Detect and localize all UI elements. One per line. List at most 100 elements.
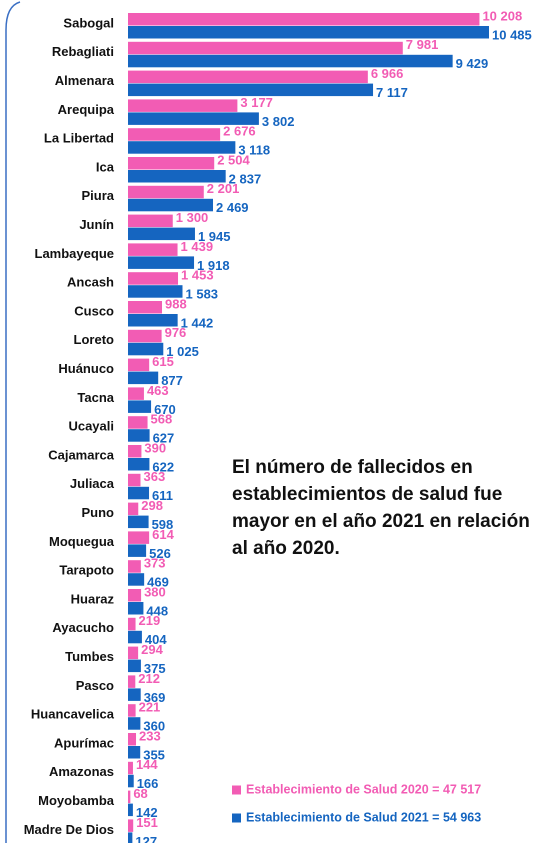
value-label: 3 118 (238, 143, 270, 158)
category-label: Ucayali (68, 419, 114, 434)
value-label: 526 (149, 546, 171, 561)
bar (128, 198, 214, 212)
value-label: 877 (161, 373, 183, 388)
value-label: 1 300 (176, 210, 209, 225)
value-label: 448 (146, 603, 168, 618)
category-label: Pasco (76, 678, 114, 693)
category-label: Apurímac (54, 735, 114, 750)
value-label: 1 945 (198, 229, 231, 244)
value-label: 2 201 (207, 181, 240, 196)
value-label: 2 676 (223, 124, 256, 139)
bar (128, 429, 150, 442)
value-label: 375 (144, 661, 166, 676)
bar (128, 26, 489, 39)
bar (128, 285, 183, 298)
value-label: 1 453 (181, 268, 214, 283)
bar (128, 227, 195, 241)
category-label: Huancavelica (31, 707, 115, 722)
value-label: 68 (133, 786, 147, 801)
bar (128, 458, 150, 471)
value-label: 404 (145, 632, 167, 647)
value-label: 469 (147, 575, 169, 590)
value-label: 10 208 (482, 8, 522, 23)
bar (128, 560, 141, 573)
value-label: 363 (143, 469, 165, 484)
category-label: Sabogal (63, 15, 114, 30)
value-label: 9 429 (456, 56, 489, 71)
category-label: Tacna (77, 390, 114, 405)
category-label: La Libertad (44, 131, 114, 146)
bar (128, 342, 164, 356)
value-label: 1 442 (181, 315, 214, 330)
value-label: 2 504 (217, 152, 250, 167)
bar (128, 214, 173, 228)
bar (128, 99, 238, 112)
bar (128, 704, 136, 717)
category-label: Moyobamba (38, 793, 115, 808)
bar (128, 774, 134, 788)
value-label: 3 802 (262, 114, 295, 129)
bar (128, 675, 136, 688)
value-label: 611 (152, 488, 173, 503)
category-label: Huaraz (71, 591, 115, 606)
value-label: 127 (135, 834, 157, 843)
category-label: Puno (82, 505, 115, 520)
value-label: 144 (136, 757, 158, 772)
bar (128, 819, 134, 832)
category-label: Ica (96, 159, 115, 174)
value-label: 221 (139, 700, 161, 715)
value-label: 1 439 (181, 239, 214, 254)
value-label: 670 (154, 402, 176, 417)
category-label: Cajamarca (48, 447, 115, 462)
value-label: 298 (141, 498, 163, 513)
value-label: 3 177 (240, 95, 273, 110)
value-label: 2 837 (229, 171, 262, 186)
value-label: 390 (144, 440, 166, 455)
bar (128, 646, 139, 660)
legend-label: Establecimiento de Salud 2021 = 54 963 (246, 810, 481, 824)
value-label: 627 (153, 431, 175, 446)
bar (128, 531, 150, 544)
bar (128, 128, 221, 141)
category-label: Loreto (74, 332, 115, 347)
bar (128, 803, 133, 817)
bar (128, 573, 145, 586)
value-label: 142 (136, 805, 158, 820)
value-label: 7 117 (376, 85, 408, 100)
bar (128, 502, 139, 516)
category-label: Almenara (55, 73, 115, 88)
value-label: 615 (152, 354, 174, 369)
bar (128, 112, 259, 125)
value-label: 2 469 (216, 200, 249, 215)
value-label: 622 (152, 459, 174, 474)
bar (128, 83, 374, 97)
category-label: Ancash (67, 275, 114, 290)
frame-border (5, 1, 21, 843)
value-label: 598 (152, 517, 174, 532)
value-label: 294 (141, 642, 163, 657)
value-label: 151 (136, 815, 158, 830)
category-label: Moquegua (49, 534, 115, 549)
bar (128, 733, 137, 746)
bar (128, 314, 178, 327)
bar (128, 243, 178, 256)
value-label: 988 (165, 296, 187, 311)
bar (128, 387, 144, 400)
bar (128, 688, 141, 701)
legend-label: Establecimiento de Salud 2020 = 47 517 (246, 782, 481, 796)
category-label: Arequipa (58, 102, 115, 117)
bar (128, 41, 403, 55)
category-label: Rebagliati (52, 44, 114, 59)
value-label: 212 (138, 671, 160, 686)
value-label: 373 (144, 556, 166, 571)
bar (128, 515, 149, 529)
value-label: 10 485 (492, 27, 532, 42)
bar (128, 13, 480, 26)
bar (128, 617, 136, 631)
value-label: 360 (143, 719, 165, 734)
bar (128, 301, 163, 314)
value-label: 219 (139, 613, 161, 628)
value-label: 614 (152, 527, 174, 542)
bar (128, 272, 179, 285)
